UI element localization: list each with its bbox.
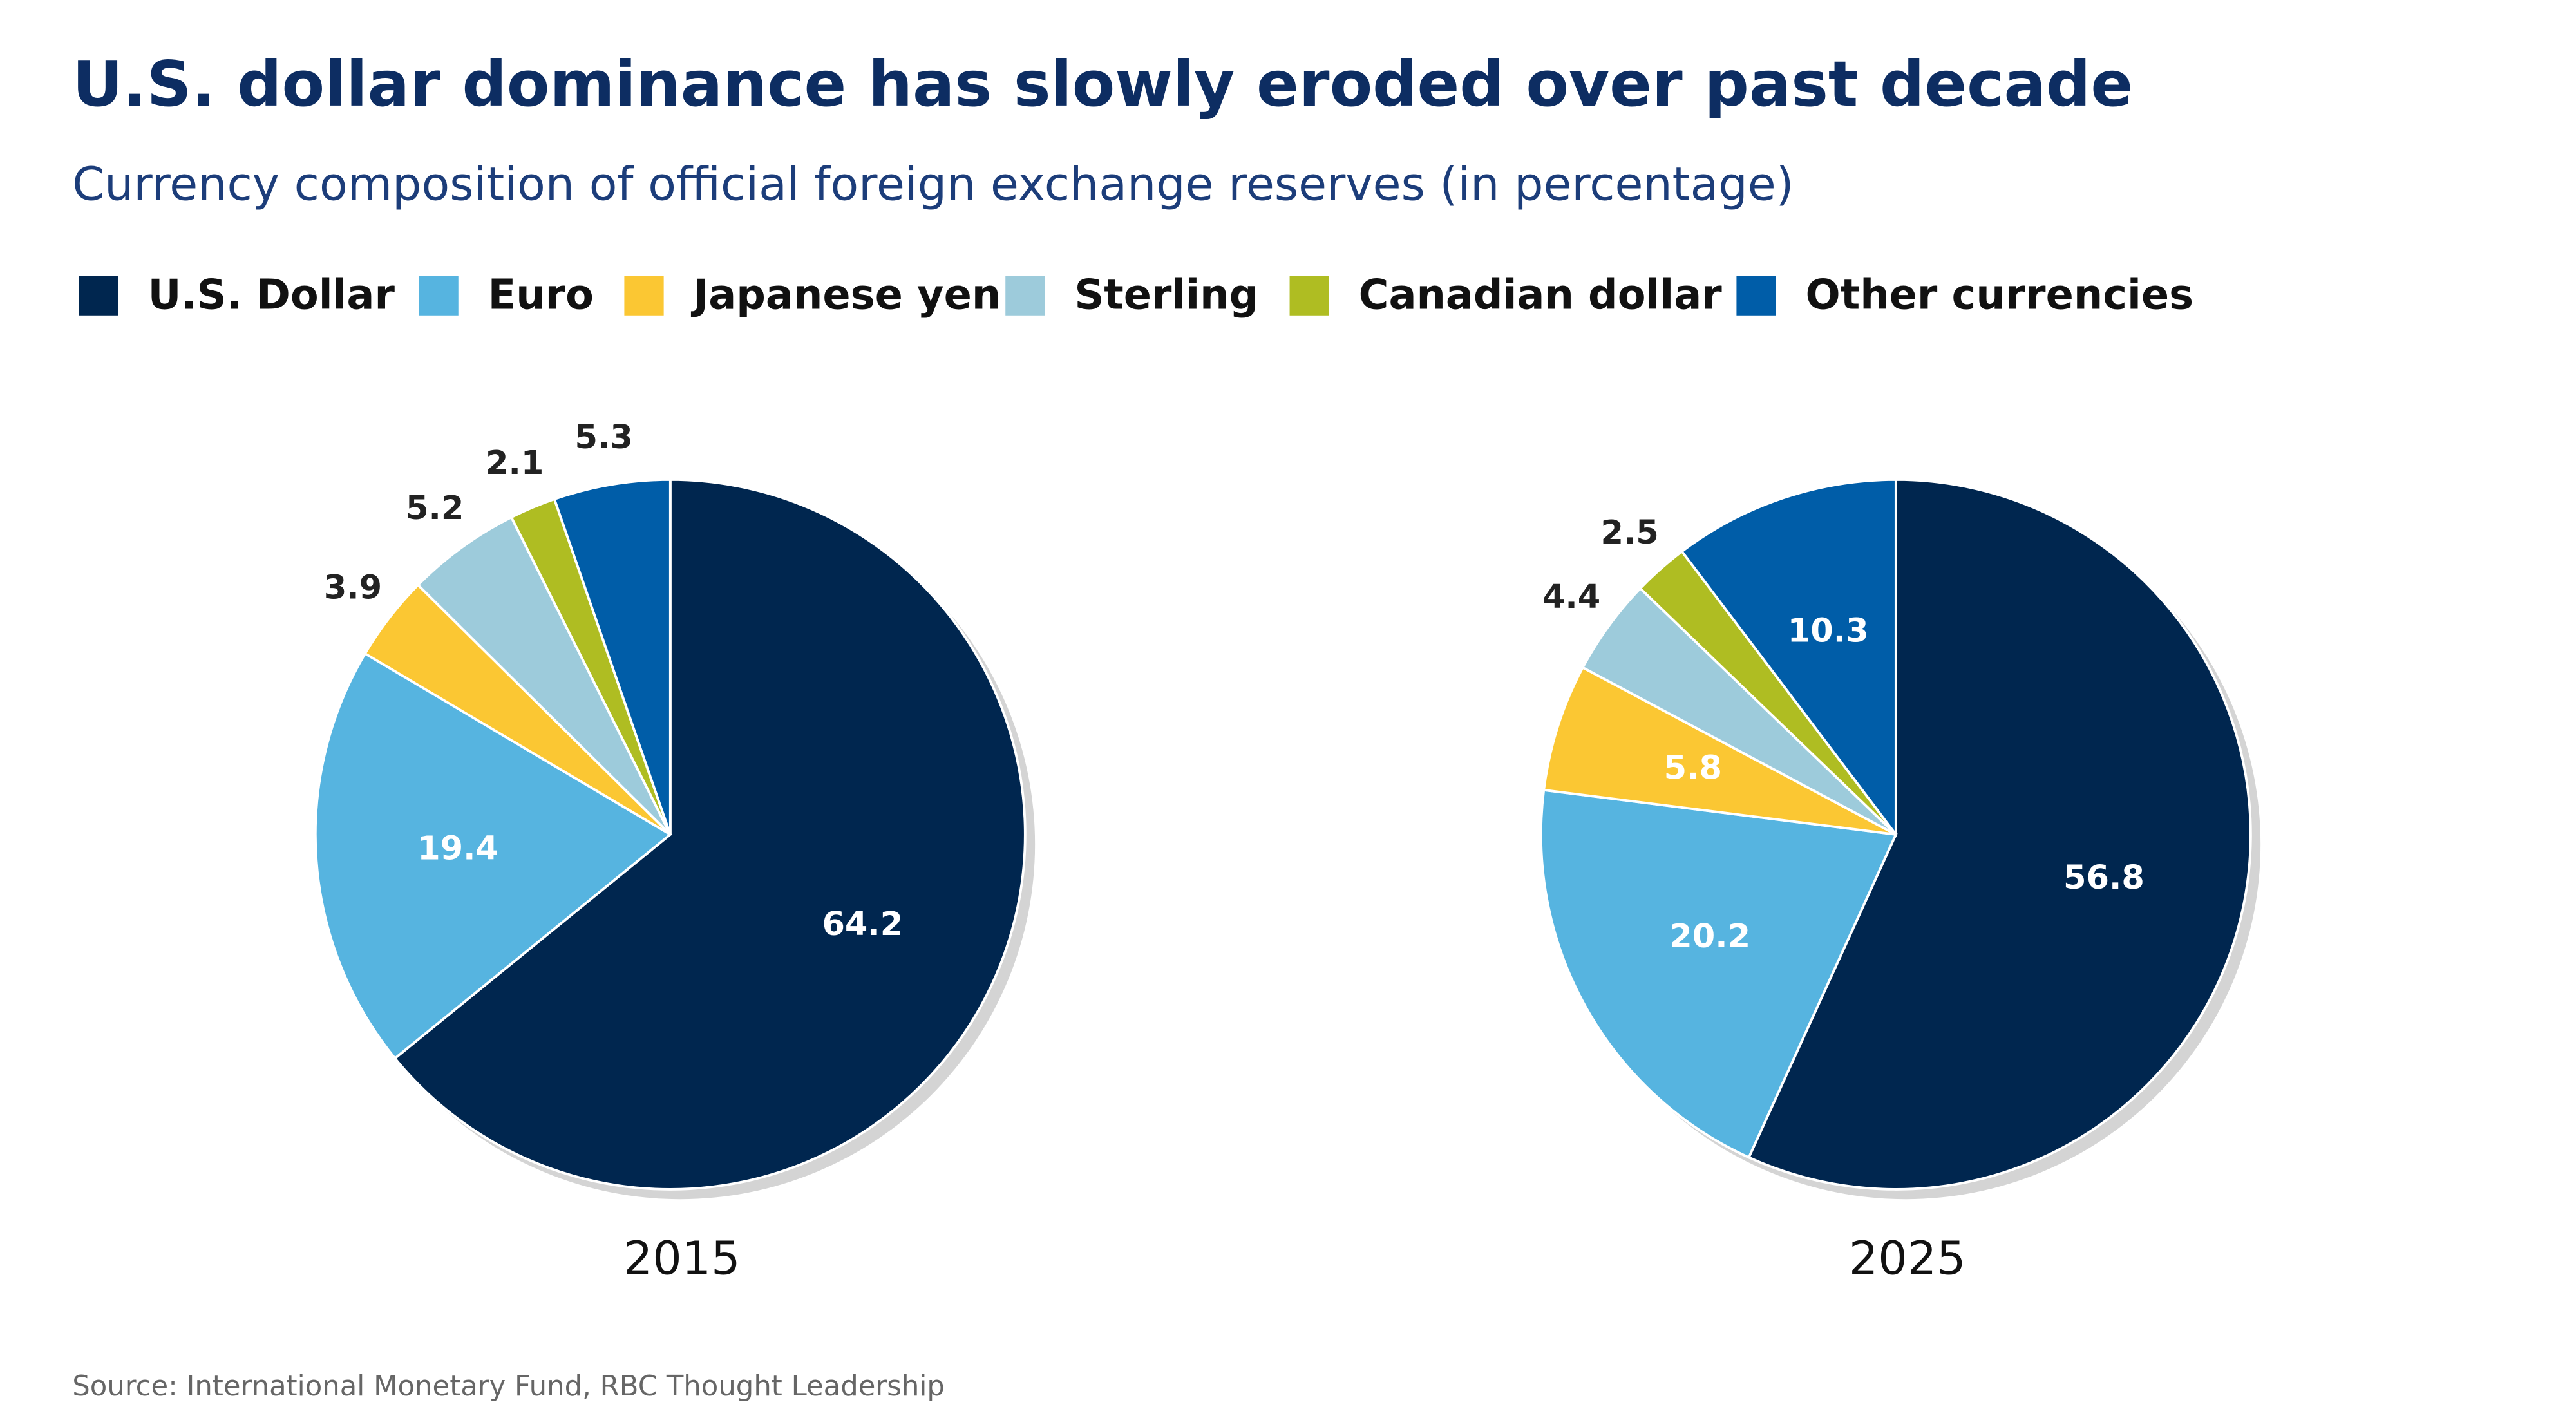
pie-slice [393, 478, 1027, 1191]
data-label: 4.4 [1542, 578, 1600, 616]
chart-subtitle: Currency composition of official foreign… [72, 157, 1794, 211]
source-note: Source: International Monetary Fund, RBC… [72, 1370, 945, 1403]
legend-swatch [1289, 276, 1329, 316]
data-label: 5.8 [1664, 750, 1722, 788]
data-label: 2.5 [1600, 514, 1658, 552]
legend-label: Sterling [1074, 271, 1258, 319]
pie-slice [1680, 478, 1897, 838]
legend-label: Euro [488, 271, 594, 319]
data-label: 5.3 [575, 419, 633, 457]
pie-slice [1542, 665, 1897, 836]
legend-label: U.S. Dollar [148, 271, 395, 319]
data-label: 20.2 [1669, 918, 1750, 956]
pie-title: 2015 [623, 1232, 741, 1285]
legend-swatch [1736, 276, 1776, 316]
legend: U.S. Dollar Euro Japanese yen Sterling Canad… [79, 271, 2193, 319]
legend-swatch [1005, 276, 1045, 316]
pie-slice [553, 478, 672, 835]
pie-slice [416, 515, 672, 836]
data-label: 64.2 [822, 905, 903, 943]
data-label: 2.1 [486, 444, 544, 482]
pie-slice [1747, 478, 2252, 1191]
data-label: 19.4 [417, 829, 498, 867]
pie-title: 2025 [1849, 1232, 1966, 1285]
data-label: 10.3 [1788, 612, 1869, 650]
legend-label: Japanese yen [691, 271, 1001, 319]
legend-swatch [79, 276, 118, 316]
pie-slice [314, 652, 673, 1061]
legend-swatch [419, 276, 459, 316]
legend-label: Canadian dollar [1359, 271, 1723, 319]
legend-label: Other currencies [1806, 271, 2194, 319]
data-label: 56.8 [2063, 859, 2145, 897]
pie-slice [1540, 788, 1898, 1159]
legend-swatch [624, 276, 664, 316]
chart-title: U.S. dollar dominance has slowly eroded … [72, 48, 2133, 120]
data-label: 3.9 [324, 569, 382, 607]
data-label: 5.2 [406, 489, 464, 527]
